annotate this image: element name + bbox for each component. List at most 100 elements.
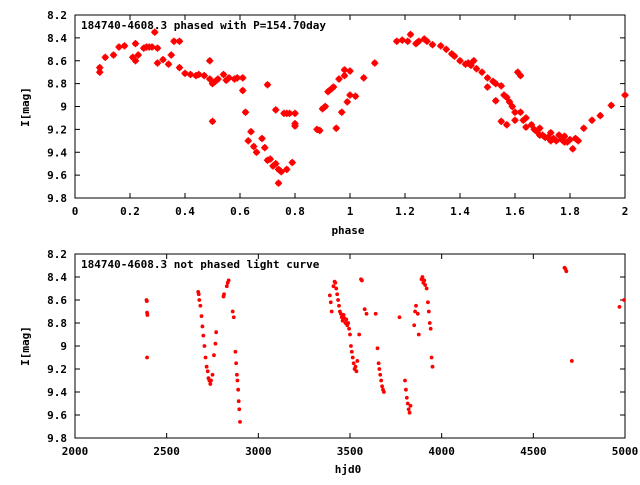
data-point <box>336 298 340 302</box>
y-tick-label: 9.8 <box>47 192 67 205</box>
data-point <box>375 346 380 351</box>
data-point <box>151 28 159 36</box>
data-point <box>181 69 189 77</box>
data-point <box>120 42 129 50</box>
y-tick-label: 9.8 <box>47 432 67 445</box>
x-tick-label: 0.2 <box>120 205 140 218</box>
x-tick-label: 0.8 <box>285 205 305 218</box>
data-point <box>153 59 162 67</box>
data-point <box>250 142 258 151</box>
chart-title: 184740-4608.3 not phased light curve <box>81 258 320 271</box>
data-point <box>420 275 425 279</box>
data-point <box>377 367 382 371</box>
data-point <box>382 390 386 394</box>
data-point <box>164 60 173 68</box>
x-tick-label: 1 <box>347 205 354 218</box>
x-axis-label: phase <box>331 224 364 237</box>
data-point <box>360 278 364 283</box>
data-point <box>346 91 354 99</box>
x-tick-label: 1.4 <box>450 205 470 218</box>
data-point <box>555 131 563 139</box>
data-point <box>511 116 519 124</box>
data-point <box>437 42 445 50</box>
data-point <box>144 299 149 304</box>
data-point <box>231 315 236 320</box>
data-point <box>569 145 577 153</box>
data-point <box>574 137 582 145</box>
data-point <box>522 123 530 131</box>
data-point <box>335 75 343 83</box>
data-point <box>412 323 417 328</box>
data-point <box>536 124 544 132</box>
data-point <box>456 57 464 65</box>
data-point <box>338 108 346 116</box>
data-point <box>335 292 340 297</box>
data-point <box>210 372 215 377</box>
data-point <box>373 311 378 316</box>
y-tick-label: 9.6 <box>47 169 67 182</box>
data-point <box>378 372 383 377</box>
data-point <box>470 57 478 65</box>
data-point <box>407 410 412 415</box>
data-point <box>213 341 218 346</box>
data-point <box>244 137 252 145</box>
data-point <box>175 37 184 45</box>
data-point <box>343 98 351 106</box>
data-point <box>564 269 569 274</box>
data-point <box>516 108 525 116</box>
data-point <box>376 361 381 366</box>
data-point <box>415 311 420 316</box>
data-point <box>131 57 140 65</box>
data-point <box>617 305 622 309</box>
data-point <box>503 121 511 129</box>
data-point <box>422 278 427 283</box>
data-point <box>380 384 384 389</box>
data-point <box>316 126 324 135</box>
data-point <box>167 51 175 59</box>
data-point <box>351 361 356 366</box>
data-point <box>203 355 208 360</box>
data-point <box>413 309 417 314</box>
data-point <box>408 403 413 408</box>
data-point <box>237 407 242 412</box>
data-point <box>353 364 358 369</box>
data-point <box>347 326 351 331</box>
data-point <box>427 321 432 325</box>
y-tick-label: 8.2 <box>47 248 67 261</box>
data-point <box>621 91 629 99</box>
data-point <box>266 155 274 163</box>
data-point <box>622 298 626 302</box>
data-point <box>196 292 201 297</box>
data-points <box>96 28 629 187</box>
data-point <box>404 37 412 45</box>
data-point <box>483 74 492 82</box>
data-point <box>327 293 332 298</box>
plot-frame <box>74 14 626 199</box>
data-point <box>201 333 206 338</box>
data-point <box>261 144 269 152</box>
data-point <box>332 124 340 132</box>
data-point <box>607 101 615 109</box>
data-point <box>580 124 588 132</box>
data-point <box>430 364 435 369</box>
data-point <box>241 108 250 116</box>
data-point <box>405 401 410 406</box>
data-point <box>272 160 280 168</box>
x-tick-label: 4500 <box>520 445 547 458</box>
axis-ticks: 0 0.2 0.4 0.6 0.8 1 1.2 1.4 1.6 1.8 2 8.2 8.4 8.6 8.8 9… <box>47 9 628 218</box>
data-point <box>328 300 333 305</box>
data-point <box>527 121 536 129</box>
data-point <box>96 64 104 72</box>
data-point <box>404 387 408 392</box>
data-point <box>222 292 226 297</box>
chart-title: 184740-4608.3 phased with P=154.70day <box>81 19 326 32</box>
data-point <box>131 39 140 48</box>
data-point <box>247 128 255 136</box>
data-point <box>283 165 291 174</box>
data-point <box>340 66 349 74</box>
data-point <box>355 359 360 363</box>
data-point <box>346 321 351 325</box>
data-point <box>239 86 247 95</box>
y-tick-label: 9.6 <box>47 409 67 422</box>
x-tick-label: 4000 <box>428 445 455 458</box>
